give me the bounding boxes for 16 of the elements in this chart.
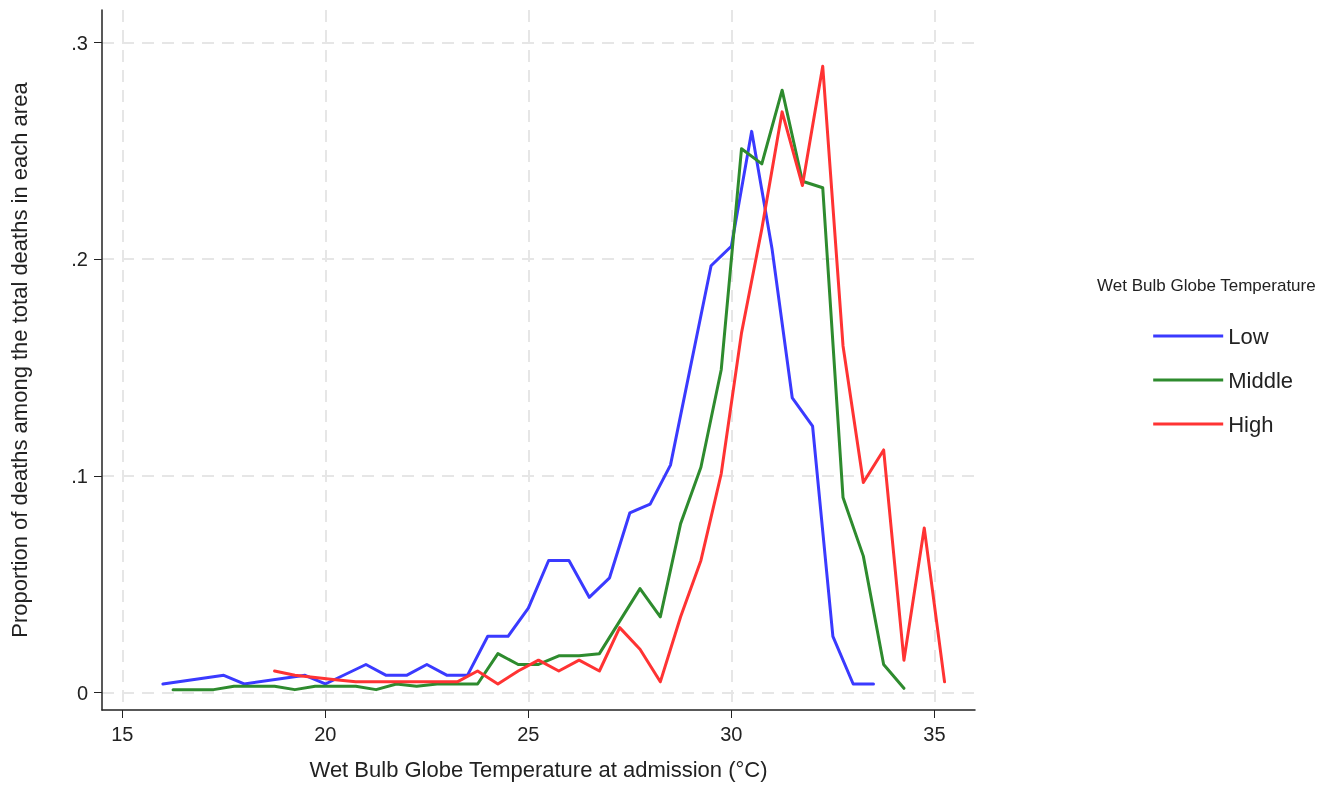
y-axis-title: Proportion of deaths among the total deaths in each area bbox=[6, 81, 32, 638]
x-tick-label: 20 bbox=[314, 723, 337, 745]
y-tick-label: .3 bbox=[71, 31, 88, 54]
x-tick-label: 30 bbox=[720, 723, 743, 745]
x-axis-title: Wet Bulb Globe Temperature at admission (°C) bbox=[309, 756, 768, 782]
x-tick-label: 35 bbox=[923, 723, 946, 745]
y-tick-label: .2 bbox=[71, 248, 88, 271]
y-tick-label: .1 bbox=[71, 464, 88, 487]
legend-label: High bbox=[1228, 411, 1274, 437]
legend-label: Low bbox=[1228, 323, 1269, 349]
x-tick-label: 15 bbox=[111, 723, 134, 745]
y-tick-label: 0 bbox=[76, 681, 88, 704]
legend-title: Wet Bulb Globe Temperature bbox=[1097, 276, 1316, 295]
x-tick-label: 25 bbox=[517, 723, 540, 745]
line-series bbox=[273, 64, 947, 686]
legend-label: Middle bbox=[1228, 367, 1293, 393]
